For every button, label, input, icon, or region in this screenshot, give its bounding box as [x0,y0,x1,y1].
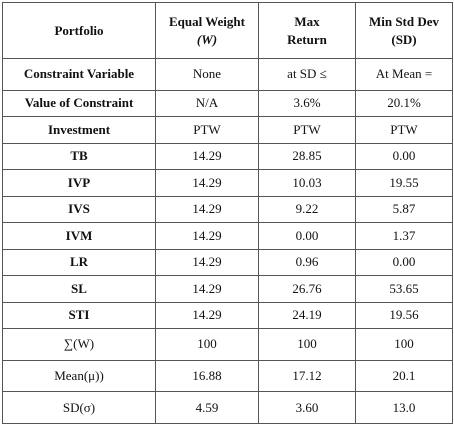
value-of-constraint-row: Value of Constraint N/A 3.6% 20.1% [2,89,453,118]
cell: 100 [155,328,259,361]
cell: 53.65 [355,275,453,303]
asset-name: IVP [2,169,156,197]
equal-weight-title: Equal Weight [169,13,245,29]
cell: 3.6% [258,89,356,118]
header-row: Portfolio Equal Weight (W) Max Return Mi… [2,1,453,60]
cell: 13.0 [355,391,453,424]
cell: 3.60 [258,391,356,424]
sum-row: ∑(W) 100 100 100 [2,328,453,361]
equal-weight-header: Equal Weight (W) [155,1,259,60]
mean-row: Mean(μ)) 16.88 17.12 20.1 [2,359,453,393]
cell: 4.59 [155,391,259,424]
asset-row: IVM 14.29 0.00 1.37 [2,222,453,250]
cell: PTW [355,116,453,144]
asset-row: TB 14.29 28.85 0.00 [2,142,453,171]
min-std-dev-header: Min Std Dev (SD) [355,1,453,60]
row-label: Investment [2,116,156,144]
cell: 5.87 [355,195,453,224]
asset-name: TB [2,142,156,171]
cell: 19.55 [355,169,453,197]
row-label: SD(σ) [2,391,156,424]
cell: 16.88 [155,359,259,393]
asset-name: IVS [2,195,156,224]
asset-name: STI [2,301,156,330]
max-return-title: Max [294,13,320,29]
cell: 0.96 [258,248,356,277]
investment-row: Investment PTW PTW PTW [2,116,453,144]
cell: 26.76 [258,275,356,303]
cell: At Mean = [355,58,453,91]
asset-row: SL 14.29 26.76 53.65 [2,275,453,303]
cell: 0.00 [258,222,356,250]
cell: 0.00 [355,142,453,171]
min-std-dev-title: Min Std Dev [368,13,440,29]
cell: 9.22 [258,195,356,224]
row-label: Mean(μ)) [2,359,156,393]
cell: 14.29 [155,248,259,277]
cell: 14.29 [155,169,259,197]
equal-weight-symbol: (W) [196,31,218,47]
cell: 100 [355,328,453,361]
cell: 14.29 [155,195,259,224]
asset-name: IVM [2,222,156,250]
cell: 0.00 [355,248,453,277]
max-return-subtitle: Return [287,31,327,47]
cell: 14.29 [155,142,259,171]
cell: 14.29 [155,222,259,250]
constraint-variable-row: Constraint Variable None at SD ≤ At Mean… [2,58,453,91]
portfolio-header: Portfolio [2,1,156,60]
max-return-header: Max Return [258,1,356,60]
cell: 19.56 [355,301,453,330]
cell: 20.1% [355,89,453,118]
cell: 100 [258,328,356,361]
cell: 28.85 [258,142,356,171]
cell: 14.29 [155,275,259,303]
cell: None [155,58,259,91]
cell: 10.03 [258,169,356,197]
cell: 14.29 [155,301,259,330]
asset-row: IVP 14.29 10.03 19.55 [2,169,453,197]
asset-name: LR [2,248,156,277]
cell: 20.1 [355,359,453,393]
sd-row: SD(σ) 4.59 3.60 13.0 [2,391,453,424]
asset-row: IVS 14.29 9.22 5.87 [2,195,453,224]
cell: PTW [155,116,259,144]
asset-row: STI 14.29 24.19 19.56 [2,301,453,330]
cell: N/A [155,89,259,118]
row-label: Constraint Variable [2,58,156,91]
row-label: Value of Constraint [2,89,156,118]
cell: 17.12 [258,359,356,393]
asset-row: LR 14.29 0.96 0.00 [2,248,453,277]
cell: PTW [258,116,356,144]
asset-name: SL [2,275,156,303]
row-label: ∑(W) [2,328,156,361]
cell: 1.37 [355,222,453,250]
cell: at SD ≤ [258,58,356,91]
cell: 24.19 [258,301,356,330]
min-std-dev-symbol: (SD) [391,31,417,47]
